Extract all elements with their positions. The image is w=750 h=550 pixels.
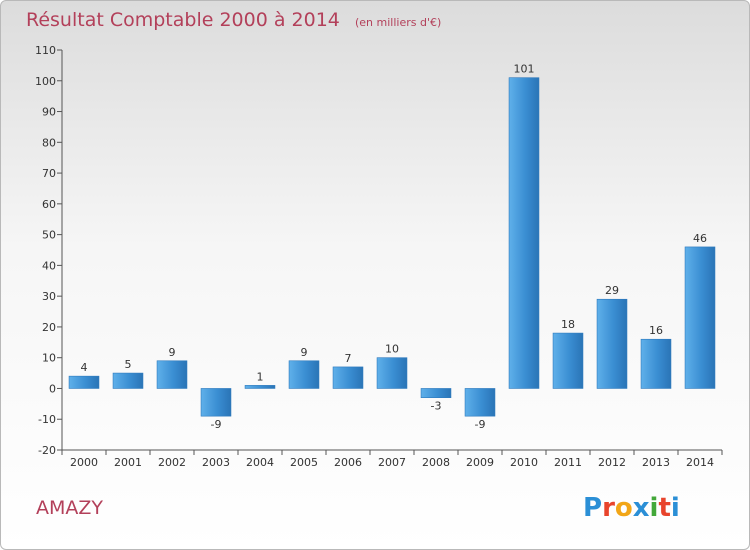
data-label-2006: 7 — [345, 352, 352, 365]
x-tick-label-2000: 2000 — [70, 456, 98, 469]
y-tick-label: 100 — [35, 75, 56, 88]
y-tick-label: 10 — [42, 352, 56, 365]
x-tick-label-2003: 2003 — [202, 456, 230, 469]
bar-2012 — [596, 298, 628, 389]
data-label-2001: 5 — [125, 358, 132, 371]
y-tick-label: 90 — [42, 106, 56, 119]
x-tick-label-2006: 2006 — [334, 456, 362, 469]
bar-2002 — [156, 360, 188, 389]
bar-2011 — [552, 332, 584, 389]
y-tick-label: -10 — [38, 413, 56, 426]
y-tick-label: 0 — [49, 382, 56, 395]
brand-letter: x — [633, 493, 650, 523]
brand-letter: i — [671, 493, 680, 523]
brand-logo-text: Proxiti — [583, 493, 680, 523]
x-tick-label-2011: 2011 — [554, 456, 582, 469]
x-tick-label-2014: 2014 — [686, 456, 714, 469]
data-label-2007: 10 — [385, 343, 399, 356]
x-tick-label-2001: 2001 — [114, 456, 142, 469]
bar-2009 — [464, 388, 496, 417]
data-label-2009: -9 — [475, 418, 486, 431]
x-tick-label-2010: 2010 — [510, 456, 538, 469]
data-label-2003: -9 — [211, 418, 222, 431]
data-label-2013: 16 — [649, 324, 663, 337]
bar-2007 — [376, 357, 408, 389]
brand-letter: o — [615, 493, 633, 523]
brand-letter: r — [602, 493, 615, 523]
data-label-2005: 9 — [301, 346, 308, 359]
x-tick-label-2008: 2008 — [422, 456, 450, 469]
bar-2013 — [640, 338, 672, 389]
x-tick-label-2013: 2013 — [642, 456, 670, 469]
y-tick-label: -20 — [38, 444, 56, 457]
place-name: AMAZY — [36, 497, 103, 519]
bar-2004 — [244, 385, 276, 389]
bar-2003 — [200, 388, 232, 417]
y-tick-label: 110 — [35, 44, 56, 57]
bars-group: 4 5 9 -9 1 9 7 10 -3 -9 101 18 29 16 46 — [68, 63, 716, 431]
data-label-2002: 9 — [169, 346, 176, 359]
chart-title-unit: (en milliers d'€) — [355, 16, 441, 29]
x-tick-label-2007: 2007 — [378, 456, 406, 469]
brand-letter: P — [583, 493, 602, 523]
brand-letter: i — [650, 493, 659, 523]
x-tick-label-2009: 2009 — [466, 456, 494, 469]
data-label-2012: 29 — [605, 284, 619, 297]
bar-2008 — [420, 388, 452, 398]
x-tick-label-2002: 2002 — [158, 456, 186, 469]
y-tick-label: 70 — [42, 167, 56, 180]
bar-2000 — [68, 375, 100, 389]
bar-2006 — [332, 366, 364, 389]
x-tick-label-2004: 2004 — [246, 456, 274, 469]
brand-letter: t — [658, 493, 670, 523]
bar-2010 — [508, 77, 540, 389]
y-tick-label: 40 — [42, 259, 56, 272]
y-tick-label: 30 — [42, 290, 56, 303]
data-label-2004: 1 — [257, 370, 264, 383]
x-tick-label-2012: 2012 — [598, 456, 626, 469]
y-tick-label: 50 — [42, 229, 56, 242]
bar-2005 — [288, 360, 320, 389]
data-label-2010: 101 — [514, 63, 535, 76]
brand-logo: Proxiti — [583, 493, 680, 523]
y-tick-label: 60 — [42, 198, 56, 211]
chart-title-main: Résultat Comptable 2000 à 2014 — [26, 9, 340, 31]
chart-title: Résultat Comptable 2000 à 2014 (en milli… — [26, 9, 441, 31]
data-label-2000: 4 — [81, 361, 88, 374]
y-tick-label: 20 — [42, 321, 56, 334]
data-label-2008: -3 — [431, 400, 442, 413]
data-label-2011: 18 — [561, 318, 575, 331]
y-tick-label: 80 — [42, 136, 56, 149]
bar-2014 — [684, 246, 716, 389]
x-tick-label-2005: 2005 — [290, 456, 318, 469]
bar-2001 — [112, 372, 144, 389]
data-label-2014: 46 — [693, 232, 707, 245]
